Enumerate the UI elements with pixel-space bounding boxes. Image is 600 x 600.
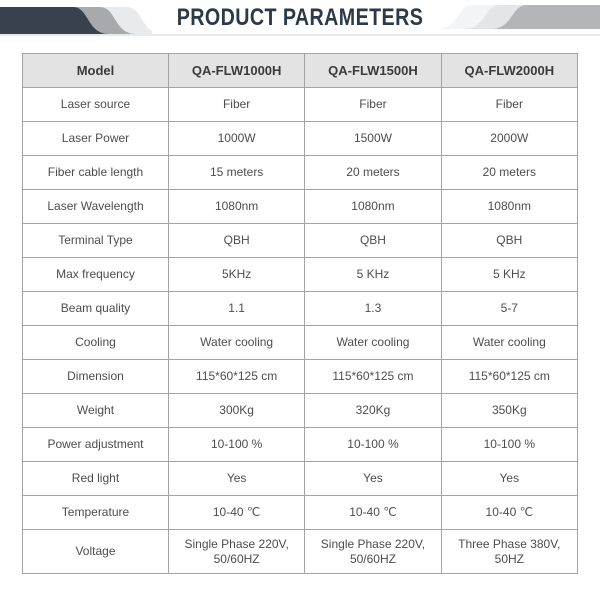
cell-value: Water cooling — [440, 325, 579, 360]
cell-value: 1080nm — [167, 189, 306, 224]
swoosh-left-decoration-icon — [0, 7, 152, 34]
row-label: Max frequency — [22, 257, 169, 292]
table-header-row: Model QA-FLW1000H QA-FLW1500H QA-FLW2000… — [22, 53, 579, 88]
cell-value: 115*60*125 cm — [167, 359, 306, 394]
cell-value: 5 KHz — [304, 257, 442, 292]
cell-value: 10-100 % — [304, 427, 442, 462]
cell-value: 10-100 % — [440, 427, 579, 462]
table-row: Max frequency 5KHz 5 KHz 5 KHz — [22, 257, 579, 292]
cell-value: Fiber — [167, 87, 306, 122]
column-header-model-1000h: QA-FLW1000H — [167, 53, 306, 88]
table-row: Temperature 10-40 ℃ 10-40 ℃ 10-40 ℃ — [22, 495, 579, 530]
cell-value: 5KHz — [167, 257, 306, 292]
cell-value: Single Phase 220V, 50/60HZ — [304, 529, 442, 574]
row-label: Laser Power — [22, 121, 169, 156]
cell-value: Fiber — [304, 87, 442, 122]
table-row: Power adjustment 10-100 % 10-100 % 10-100 % — [22, 427, 579, 462]
row-label: Cooling — [22, 325, 169, 360]
row-label: Fiber cable length — [22, 155, 169, 190]
row-label: Voltage — [22, 529, 169, 574]
cell-value: 1080nm — [304, 189, 442, 224]
cell-value: Fiber — [440, 87, 579, 122]
table-row: Laser source Fiber Fiber Fiber — [22, 87, 579, 122]
cell-value: 1.1 — [167, 291, 306, 326]
table-row: Dimension 115*60*125 cm 115*60*125 cm 115*6… — [22, 359, 579, 394]
row-label: Terminal Type — [22, 223, 169, 258]
cell-value: Single Phase 220V, 50/60HZ — [167, 529, 306, 574]
cell-value: 5-7 — [440, 291, 579, 326]
column-header-model-1500h: QA-FLW1500H — [304, 53, 442, 88]
row-label: Beam quality — [22, 291, 169, 326]
cell-value: 2000W — [440, 121, 579, 156]
cell-value: 20 meters — [304, 155, 442, 190]
cell-value: 15 meters — [167, 155, 306, 190]
cell-value: 20 meters — [440, 155, 579, 190]
cell-value: 350Kg — [440, 393, 579, 428]
cell-value: 1500W — [304, 121, 442, 156]
cell-value: 320Kg — [304, 393, 442, 428]
cell-value: Water cooling — [304, 325, 442, 360]
table-row: Beam quality 1.1 1.3 5-7 — [22, 291, 579, 326]
column-header-model: Model — [22, 53, 169, 88]
cell-value: Yes — [304, 461, 442, 496]
row-label: Power adjustment — [22, 427, 169, 462]
cell-value: Water cooling — [167, 325, 306, 360]
table-row: Fiber cable length 15 meters 20 meters 20 m… — [22, 155, 579, 190]
parameters-table: Model QA-FLW1000H QA-FLW1500H QA-FLW2000… — [22, 53, 579, 574]
row-label: Weight — [22, 393, 169, 428]
cell-value: QBH — [440, 223, 579, 258]
cell-value: 1000W — [167, 121, 306, 156]
table-row: Laser Wavelength 1080nm 1080nm 1080nm — [22, 189, 579, 224]
column-header-model-2000h: QA-FLW2000H — [440, 53, 579, 88]
table-row: Voltage Single Phase 220V, 50/60HZ Single … — [22, 529, 579, 574]
cell-value: QBH — [167, 223, 306, 258]
cell-value: 10-40 ℃ — [167, 495, 306, 530]
cell-value: Three Phase 380V, 50HZ — [440, 529, 579, 574]
row-label: Red light — [22, 461, 169, 496]
swoosh-right-decoration-icon — [437, 5, 600, 29]
header-band: PRODUCT PARAMETERS — [0, 0, 600, 36]
table-row: Terminal Type QBH QBH QBH — [22, 223, 579, 258]
table-row: Red light Yes Yes Yes — [22, 461, 579, 496]
cell-value: QBH — [304, 223, 442, 258]
cell-value: 115*60*125 cm — [304, 359, 442, 394]
cell-value: 10-100 % — [167, 427, 306, 462]
row-label: Laser source — [22, 87, 169, 122]
cell-value: 115*60*125 cm — [440, 359, 579, 394]
table-row: Weight 300Kg 320Kg 350Kg — [22, 393, 579, 428]
cell-value: 1080nm — [440, 189, 579, 224]
table-row: Cooling Water cooling Water cooling Water c… — [22, 325, 579, 360]
cell-value: 5 KHz — [440, 257, 579, 292]
page-title: PRODUCT PARAMETERS — [176, 4, 424, 31]
cell-value: 10-40 ℃ — [440, 495, 579, 530]
row-label: Laser Wavelength — [22, 189, 169, 224]
cell-value: Yes — [440, 461, 579, 496]
cell-value: 300Kg — [167, 393, 306, 428]
parameters-table-container: Model QA-FLW1000H QA-FLW1500H QA-FLW2000… — [22, 53, 579, 574]
cell-value: 1.3 — [304, 291, 442, 326]
row-label: Dimension — [22, 359, 169, 394]
row-label: Temperature — [22, 495, 169, 530]
cell-value: 10-40 ℃ — [304, 495, 442, 530]
cell-value: Yes — [167, 461, 306, 496]
table-row: Laser Power 1000W 1500W 2000W — [22, 121, 579, 156]
